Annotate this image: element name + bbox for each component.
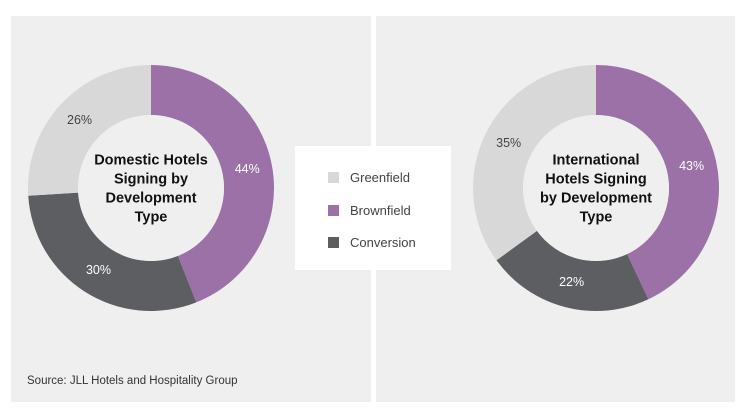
legend-item-greenfield: Greenfield: [328, 169, 410, 185]
legend-item-conversion: Conversion: [328, 234, 416, 250]
legend-label-brownfield: Brownfield: [350, 202, 411, 218]
international-chart-title-line: Hotels Signing: [545, 172, 647, 188]
legend-item-brownfield: Brownfield: [328, 202, 411, 218]
international-label-greenfield: 35%: [496, 136, 521, 150]
international-chart-title-line: Type: [580, 210, 613, 226]
international-chart-title: International Hotels Signing by Developmen…: [540, 153, 652, 226]
international-donut-hole: [523, 115, 669, 261]
legend-swatch-brownfield: [328, 204, 339, 216]
source-note: Source: JLL Hotels and Hospitality Group: [27, 375, 238, 387]
domestic-label-brownfield: 44%: [235, 162, 260, 176]
domestic-slice-brownfield: [151, 65, 274, 303]
legend-label-greenfield: Greenfield: [350, 169, 410, 185]
domestic-donut-hole: [78, 115, 224, 261]
domestic-chart-title-line: Domestic Hotels: [94, 153, 208, 169]
international-slice-brownfield: [596, 65, 719, 300]
domestic-chart-title-line: Development: [105, 191, 196, 207]
domestic-slice-conversion: [28, 192, 197, 312]
international-chart-title-line: International: [552, 153, 639, 169]
domestic-chart-title-line: Signing by: [114, 172, 188, 188]
domestic-chart-title-line: Type: [135, 210, 168, 226]
international-slice-greenfield: [473, 65, 596, 261]
domestic-label-greenfield: 26%: [67, 113, 92, 127]
domestic-label-conversion: 30%: [86, 263, 111, 277]
legend-swatch-greenfield: [328, 171, 339, 183]
legend-label-conversion: Conversion: [350, 234, 416, 250]
international-label-brownfield: 43%: [679, 159, 704, 173]
international-slice-conversion: [496, 230, 649, 311]
legend-swatch-conversion: [328, 236, 339, 248]
legend: Greenfield Brownfield Conversion: [295, 146, 451, 270]
domestic-chart-title: Domestic Hotels Signing by Development Type: [94, 153, 208, 226]
domestic-slice-greenfield: [28, 65, 151, 196]
international-label-conversion: 22%: [559, 275, 584, 289]
international-chart-title-line: by Development: [540, 191, 652, 207]
